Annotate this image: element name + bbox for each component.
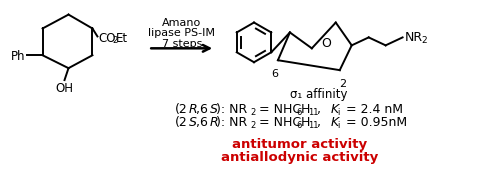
Text: i: i (338, 108, 340, 117)
Text: i: i (338, 121, 340, 130)
Text: S: S (189, 116, 197, 129)
Text: H: H (301, 103, 310, 116)
Text: K: K (330, 103, 339, 116)
Text: σ₁ affinity: σ₁ affinity (290, 88, 348, 101)
Text: (2: (2 (175, 116, 188, 129)
Text: ,: , (317, 103, 325, 116)
Text: 6: 6 (296, 121, 302, 130)
Text: R: R (189, 103, 198, 116)
Text: antitumor activity: antitumor activity (232, 138, 368, 151)
Text: K: K (330, 116, 339, 129)
Text: = 2.4 nM: = 2.4 nM (342, 103, 403, 116)
Text: ,: , (317, 116, 325, 129)
Text: 11: 11 (308, 121, 318, 130)
Text: CO: CO (98, 32, 116, 45)
Text: R: R (210, 116, 218, 129)
Text: ): NR: ): NR (216, 103, 248, 116)
Text: OH: OH (56, 82, 74, 95)
Text: 11: 11 (308, 108, 318, 117)
Text: 6: 6 (272, 69, 278, 79)
Text: O: O (321, 37, 330, 50)
Text: = NHC: = NHC (255, 116, 302, 129)
Text: H: H (301, 116, 310, 129)
Text: (2: (2 (175, 103, 188, 116)
Text: ,6: ,6 (196, 103, 207, 116)
Text: = 0.95nM: = 0.95nM (342, 116, 407, 129)
Text: Ph: Ph (11, 50, 26, 63)
Text: 2: 2 (422, 36, 427, 45)
Text: NR: NR (404, 31, 422, 44)
Text: 2: 2 (250, 108, 256, 117)
Text: Et: Et (116, 32, 128, 45)
Text: 2: 2 (112, 36, 117, 45)
Text: Amano: Amano (162, 18, 202, 27)
Text: 6: 6 (296, 108, 302, 117)
Text: antiallodynic activity: antiallodynic activity (221, 150, 378, 164)
Text: ): NR: ): NR (216, 116, 248, 129)
Text: = NHC: = NHC (255, 103, 302, 116)
Text: lipase PS-IM: lipase PS-IM (148, 28, 215, 38)
Text: 2: 2 (250, 121, 256, 130)
Text: ,6: ,6 (196, 116, 207, 129)
Text: S: S (210, 103, 218, 116)
Text: 2: 2 (339, 79, 346, 89)
Text: 7 steps: 7 steps (162, 39, 202, 49)
